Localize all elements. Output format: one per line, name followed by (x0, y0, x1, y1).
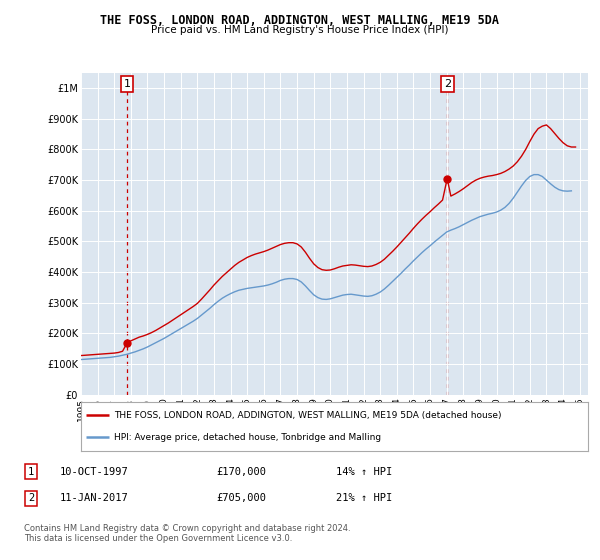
Point (442, 174, 452, 183)
Text: 1: 1 (124, 79, 131, 89)
Text: THE FOSS, LONDON ROAD, ADDINGTON, WEST MALLING, ME19 5DA (detached house): THE FOSS, LONDON ROAD, ADDINGTON, WEST M… (114, 411, 502, 420)
Text: 21% ↑ HPI: 21% ↑ HPI (336, 493, 392, 503)
Point (122, 338, 132, 347)
Text: Price paid vs. HM Land Registry's House Price Index (HPI): Price paid vs. HM Land Registry's House … (151, 25, 449, 35)
Text: 10-OCT-1997: 10-OCT-1997 (60, 466, 129, 477)
Text: 2: 2 (28, 493, 34, 503)
Text: £170,000: £170,000 (216, 466, 266, 477)
Text: THE FOSS, LONDON ROAD, ADDINGTON, WEST MALLING, ME19 5DA: THE FOSS, LONDON ROAD, ADDINGTON, WEST M… (101, 14, 499, 27)
Text: £705,000: £705,000 (216, 493, 266, 503)
Text: HPI: Average price, detached house, Tonbridge and Malling: HPI: Average price, detached house, Tonb… (114, 432, 381, 441)
Text: 14% ↑ HPI: 14% ↑ HPI (336, 466, 392, 477)
Text: 1: 1 (28, 466, 34, 477)
Text: Contains HM Land Registry data © Crown copyright and database right 2024.
This d: Contains HM Land Registry data © Crown c… (24, 524, 350, 543)
Text: 11-JAN-2017: 11-JAN-2017 (60, 493, 129, 503)
Text: 2: 2 (443, 79, 451, 89)
